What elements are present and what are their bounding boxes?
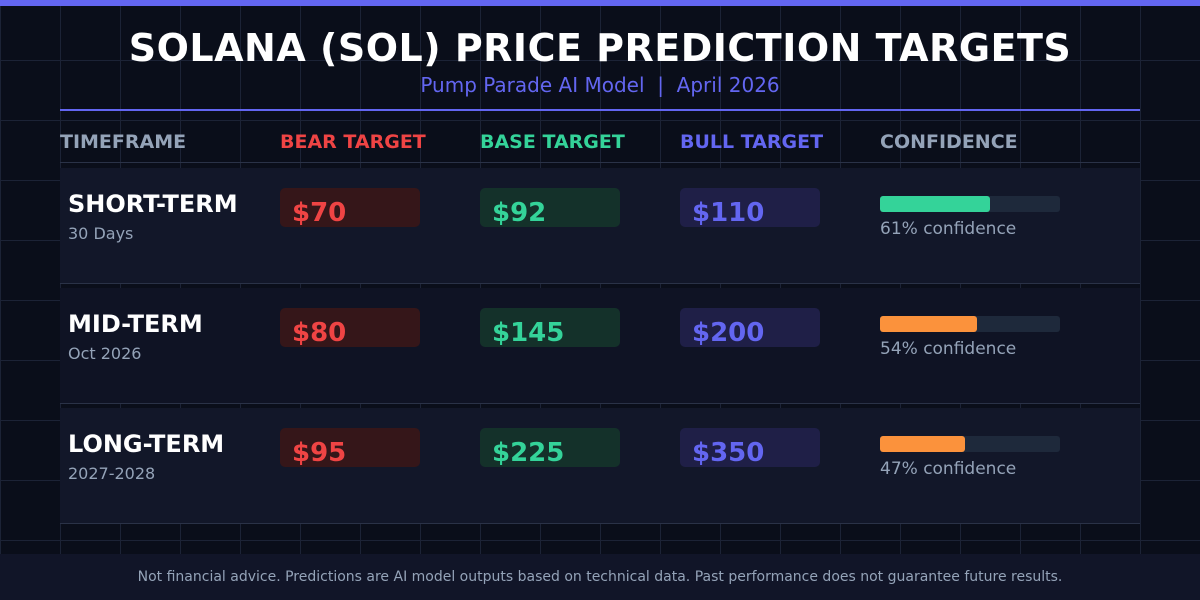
confidence-fill [880,196,990,212]
header-base: BASE TARGET [480,131,625,153]
confidence-text: 47% confidence [880,459,1017,479]
bear-target: $70 [280,188,420,228]
bear-target: $95 [280,428,420,468]
table-row: SHORT-TERM 30 Days $70 $92 $110 61% conf… [60,168,1140,284]
bull-value: $110 [692,198,765,228]
base-target: $145 [480,308,620,348]
bull-value: $200 [692,318,765,348]
confidence-bar [880,196,1060,212]
header-divider [60,162,1140,163]
disclaimer: Not financial advice. Predictions are AI… [0,554,1200,600]
confidence-bar [880,436,1060,452]
header-timeframe: TIMEFRAME [60,131,187,153]
bull-target: $110 [680,188,820,228]
bull-value: $350 [692,438,765,468]
table-row: LONG-TERM 2027-2028 $95 $225 $350 47% co… [60,408,1140,524]
confidence-fill [880,316,978,332]
timeframe-sub: 2027-2028 [68,464,156,483]
base-target: $92 [480,188,620,228]
bear-value: $80 [292,318,347,348]
bear-value: $95 [292,438,347,468]
confidence-text: 54% confidence [880,339,1017,359]
accent-bar [0,0,1200,6]
table-row: MID-TERM Oct 2026 $80 $145 $200 54% conf… [60,288,1140,404]
base-value: $225 [492,438,565,468]
bear-target: $80 [280,308,420,348]
timeframe-label: MID-TERM [68,310,203,338]
bull-target: $350 [680,428,820,468]
confidence-bar [880,316,1060,332]
bear-value: $70 [292,198,347,228]
page-title: SOLANA (SOL) PRICE PREDICTION TARGETS [128,26,1072,70]
divider [60,109,1140,111]
header-confidence: CONFIDENCE [880,131,1018,153]
header-bull: BULL TARGET [680,131,824,153]
confidence-text: 61% confidence [880,219,1017,239]
base-value: $145 [492,318,565,348]
bull-target: $200 [680,308,820,348]
confidence-fill [880,436,965,452]
base-target: $225 [480,428,620,468]
header-bear: BEAR TARGET [280,131,426,153]
timeframe-label: SHORT-TERM [68,190,238,218]
timeframe-label: LONG-TERM [68,430,225,458]
subtitle: Pump Parade AI Model | April 2026 [420,73,780,97]
timeframe-sub: 30 Days [68,224,134,243]
base-value: $92 [492,198,547,228]
timeframe-sub: Oct 2026 [68,344,142,363]
